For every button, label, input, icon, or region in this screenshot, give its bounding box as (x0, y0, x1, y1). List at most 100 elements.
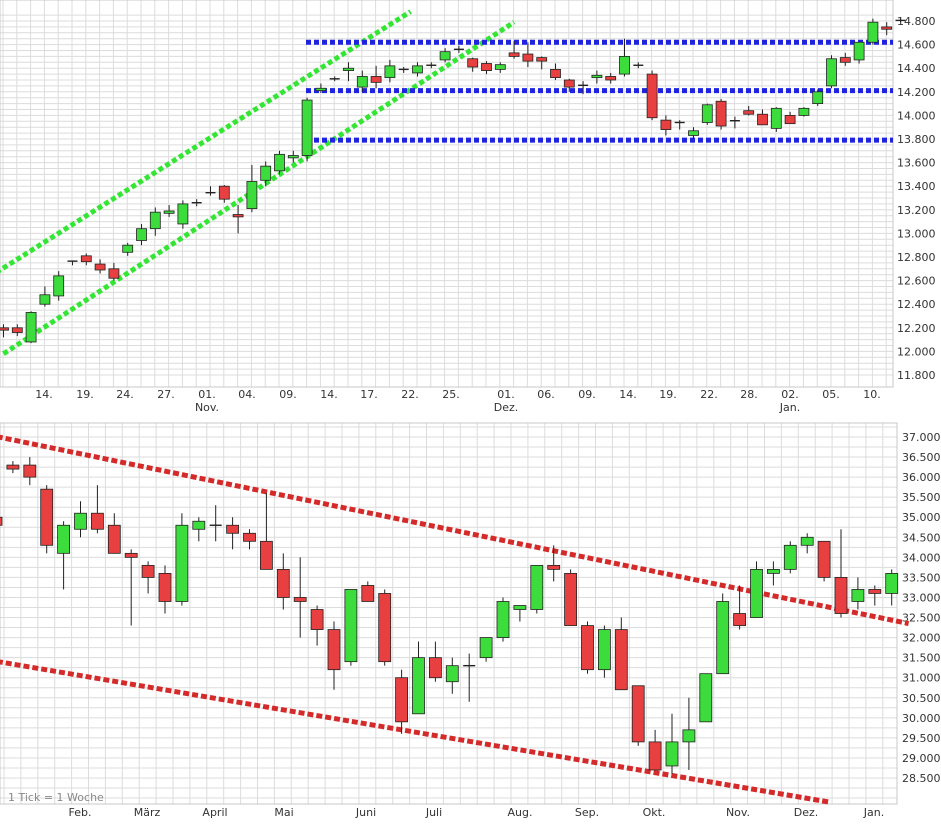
y-tick-label: 37.000 (902, 431, 941, 444)
x-tick-label: 28. (740, 388, 758, 401)
y-tick-label: 14.400 (897, 62, 936, 75)
plot-frame (0, 422, 898, 805)
candle-down (370, 76, 382, 83)
candle-down (817, 540, 831, 578)
candle-up (301, 99, 313, 156)
x-tick-label: 04. (238, 388, 256, 401)
x-tick-label: 01. (497, 388, 515, 401)
month-label: Jan. (779, 401, 800, 414)
candle-down (715, 100, 727, 127)
candle-up (853, 41, 865, 61)
month-label: Feb. (69, 806, 92, 819)
candle-up (344, 589, 358, 663)
candle-up (783, 544, 797, 570)
candle-up (163, 210, 175, 214)
x-tick-label: 25. (442, 388, 460, 401)
y-tick-label: 32.000 (902, 632, 941, 645)
candle-down (310, 609, 324, 630)
candle-up (177, 203, 189, 225)
candle-up (798, 107, 810, 116)
candle-down (522, 53, 534, 62)
candle-down (660, 119, 672, 130)
candle-down (226, 524, 240, 534)
candle-up (25, 312, 37, 343)
candle-up (260, 165, 272, 181)
candle-down (467, 58, 479, 68)
y-tick-label: 32.500 (902, 612, 941, 625)
candle-up (591, 74, 603, 79)
tick-note: 1 Tick = 1 Woche (8, 791, 104, 804)
candle-down (784, 115, 796, 125)
candle-down (743, 110, 755, 115)
month-label: März (134, 806, 161, 819)
candle-down (124, 552, 138, 558)
candle-down (631, 685, 645, 743)
y-tick-label: 31.000 (902, 672, 941, 685)
candle-down (232, 214, 244, 218)
candle-up (770, 107, 782, 129)
candle-up (39, 294, 51, 305)
month-label: Nov. (195, 401, 219, 414)
candle-down (881, 26, 893, 30)
y-tick-label: 33.500 (902, 571, 941, 584)
candle-up (53, 275, 65, 297)
top-chart-panel: 11.800 12.000 12.200 12.400 12.600 12.800 13.0… (0, 0, 936, 414)
x-tick-label: 02. (781, 388, 799, 401)
y-tick-label: 13.600 (897, 157, 936, 170)
candle-down (91, 512, 104, 530)
y-tick-label: 35.000 (902, 511, 941, 524)
x-tick-label: 05. (822, 388, 840, 401)
y-tick-label: 30.000 (902, 712, 941, 725)
candle-down (733, 613, 746, 626)
y-tick-label: 13.000 (897, 227, 936, 240)
upper-trend-channel-line (0, 9, 412, 274)
y-tick-label: 29.500 (902, 732, 941, 745)
candle-down (23, 464, 37, 478)
candle-up (767, 568, 780, 574)
y-tick-label: 14.000 (897, 109, 936, 122)
y-tick-label: 36.000 (902, 471, 941, 484)
y-tick-label: 34.500 (902, 531, 941, 544)
candle-down (646, 73, 658, 119)
x-tick-label: 06. (537, 388, 555, 401)
y-tick-label: 33.000 (902, 591, 941, 604)
y-tick-label: 31.500 (902, 652, 941, 665)
candle-down (563, 79, 575, 88)
candle-down (0, 327, 9, 331)
candle-up (716, 601, 730, 675)
candle-down (614, 629, 628, 691)
candle-up (439, 51, 451, 61)
candle-up (598, 629, 611, 671)
y-tick-label: 13.400 (897, 180, 936, 193)
y-tick-label: 30.500 (902, 692, 941, 705)
candle-down (259, 540, 273, 570)
candle-up (688, 130, 699, 136)
candle-down (834, 577, 848, 614)
candle-up (494, 64, 506, 70)
month-label: April (202, 806, 227, 819)
candle-down (80, 255, 92, 263)
candle-up (287, 155, 299, 159)
candle-down (108, 268, 120, 279)
y-tick-label: 13.200 (897, 204, 936, 217)
candle-down (158, 573, 172, 602)
y-tick-label: 35.500 (902, 491, 941, 504)
y-tick-label: 12.200 (897, 322, 936, 335)
candle-up (800, 536, 814, 546)
candle-up (412, 65, 423, 74)
x-tick-label: 01. (198, 388, 216, 401)
candle-down (547, 564, 561, 570)
candle-down (327, 629, 341, 671)
candle-up (867, 21, 879, 43)
y-tick-label: 28.500 (902, 772, 941, 785)
month-label: Jan. (863, 806, 884, 819)
candle-down (508, 52, 520, 57)
candle-up (356, 76, 368, 88)
candle-down (361, 585, 375, 602)
y-tick-label: 12.400 (897, 298, 936, 311)
y-tick-label: 29.000 (902, 752, 941, 765)
candle-down (141, 564, 155, 578)
candle-down (550, 68, 561, 79)
candle-up (192, 520, 206, 530)
candle-down (564, 573, 577, 626)
